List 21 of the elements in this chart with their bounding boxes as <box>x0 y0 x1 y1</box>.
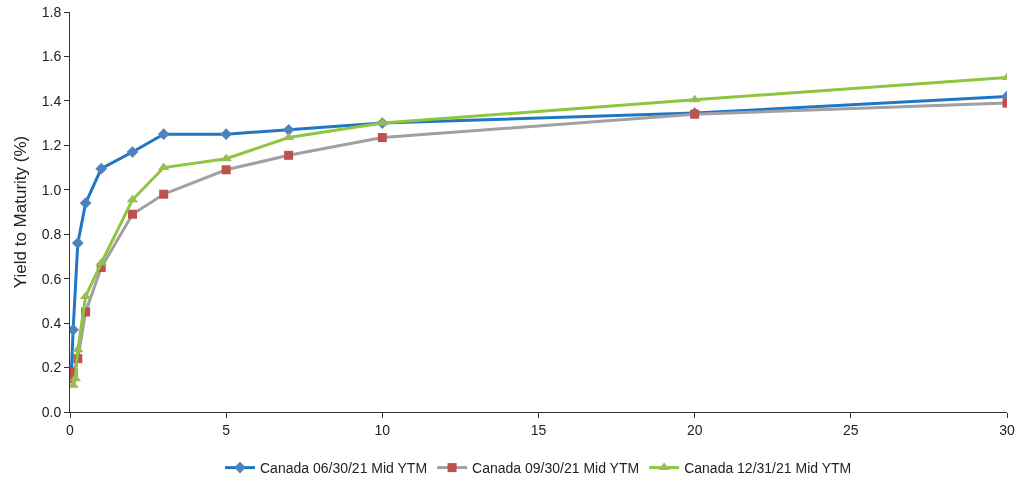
y-tick-label: 1.2 <box>41 137 62 154</box>
legend-label: Canada 09/30/21 Mid YTM <box>472 460 640 477</box>
legend-label: Canada 12/31/21 Mid YTM <box>684 460 852 477</box>
y-tick-label: 0.0 <box>41 403 62 420</box>
x-tick-label: 5 <box>222 421 231 438</box>
x-tick-label: 25 <box>843 421 859 438</box>
y-tick-label: 1.6 <box>41 48 62 65</box>
y-tick-label: 0.4 <box>41 315 62 332</box>
x-tick-label: 10 <box>374 421 391 438</box>
y-tick-label: 1.8 <box>41 3 62 20</box>
y-axis-title: Yield to Maturity (%) <box>11 135 30 289</box>
y-tick-label: 1.0 <box>41 181 62 198</box>
y-tick-label: 0.8 <box>41 226 62 243</box>
x-tick-label: 0 <box>66 421 75 438</box>
x-tick-label: 20 <box>686 421 703 438</box>
x-tick-label: 30 <box>999 421 1015 438</box>
y-tick-label: 0.2 <box>41 359 62 376</box>
x-tick-label: 15 <box>530 421 547 438</box>
y-tick-label: 0.6 <box>41 270 62 287</box>
y-tick-label: 1.4 <box>41 92 62 109</box>
legend-label: Canada 06/30/21 Mid YTM <box>260 460 428 477</box>
